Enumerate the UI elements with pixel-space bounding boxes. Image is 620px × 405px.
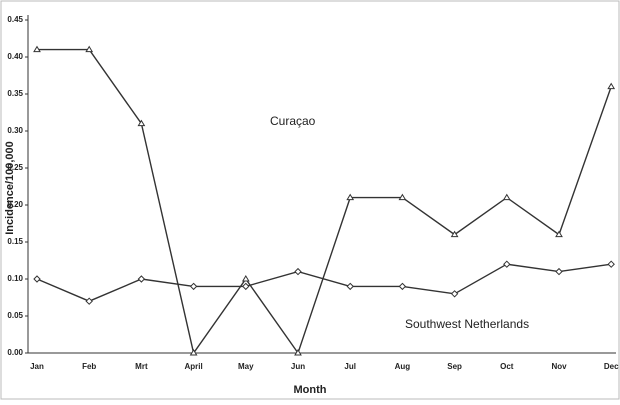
y-tick-label: 0.25 [7, 163, 23, 172]
marker [398, 193, 407, 201]
x-tick-label: Mrt [135, 362, 148, 371]
marker [607, 260, 615, 268]
x-tick-label: Aug [395, 362, 411, 371]
x-tick-label: Jun [291, 362, 305, 371]
marker [450, 290, 459, 298]
y-tick-label: 0.15 [7, 237, 23, 246]
y-tick-label: 0.45 [7, 15, 23, 24]
y-tick-label: 0.20 [7, 200, 23, 209]
marker [189, 282, 198, 291]
x-tick-label: Dec [604, 362, 619, 371]
y-tick-label: 0.35 [7, 89, 23, 98]
marker [398, 282, 407, 291]
series-line [36, 263, 612, 302]
marker [242, 282, 250, 291]
x-tick-label: May [238, 362, 254, 371]
x-tick-label: Jan [30, 362, 44, 371]
marker [137, 119, 146, 127]
marker [555, 230, 563, 238]
marker [241, 275, 250, 282]
marker [346, 282, 354, 291]
x-axis-label: Month [294, 384, 327, 396]
y-tick-label: 0.40 [7, 52, 23, 61]
marker [503, 260, 511, 268]
marker [346, 193, 355, 201]
marker [450, 230, 459, 238]
x-tick-label: April [184, 362, 202, 371]
marker [137, 275, 146, 283]
marker [85, 297, 93, 305]
y-tick-label: 0.10 [7, 274, 23, 283]
x-tick-label: Jul [344, 362, 356, 371]
y-tick-label: 0.05 [7, 311, 23, 320]
x-tick-label: Sep [447, 362, 462, 371]
y-tick-label: 0.00 [7, 348, 23, 357]
marker [33, 275, 41, 283]
x-tick-label: Feb [82, 362, 96, 371]
series-label: Southwest Netherlands [405, 317, 529, 331]
marker [502, 193, 511, 201]
x-tick-label: Oct [500, 362, 514, 371]
marker [33, 45, 41, 53]
marker [189, 349, 198, 356]
x-tick-label: Nov [551, 362, 567, 371]
marker [85, 45, 94, 53]
y-tick-label: 0.30 [7, 126, 23, 135]
y-axis-label: Incidence/100,000 [4, 141, 16, 235]
series-line [37, 48, 612, 355]
marker [294, 349, 302, 356]
series-label: Curaçao [270, 114, 316, 128]
marker [607, 82, 616, 90]
marker [294, 267, 302, 276]
marker [555, 267, 563, 276]
